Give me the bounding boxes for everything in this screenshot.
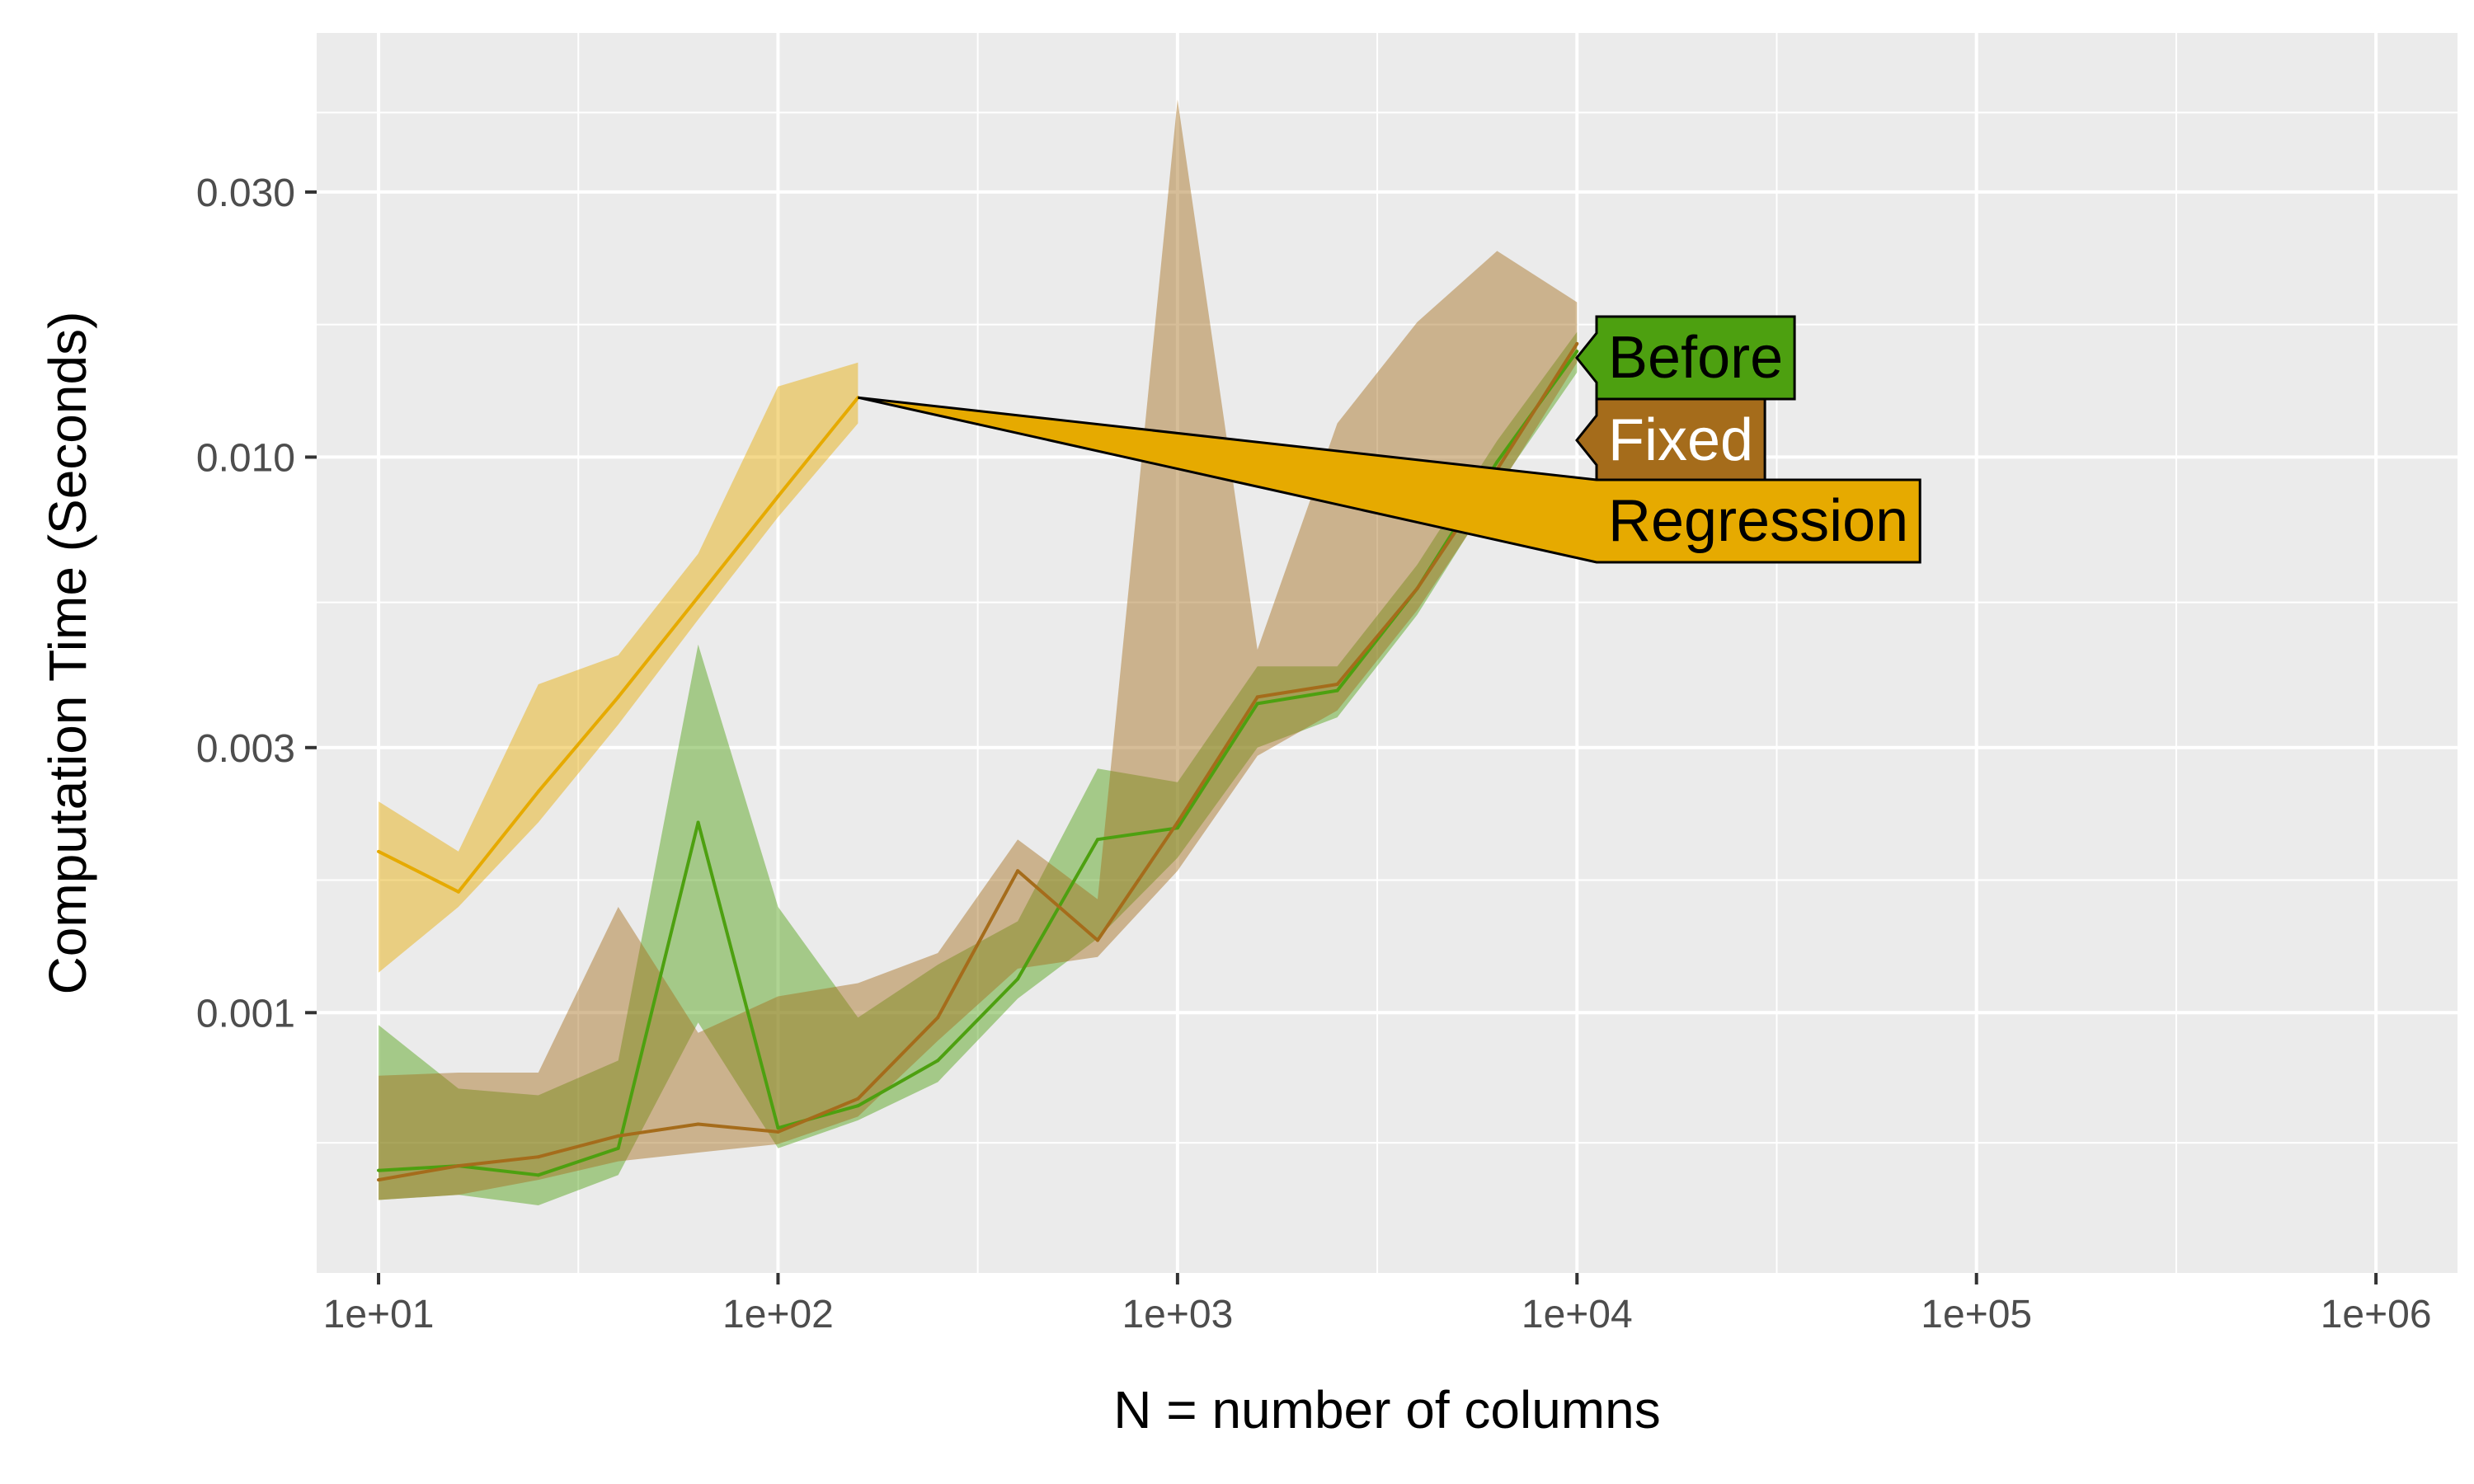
y-tick-label: 0.001 [196,992,295,1036]
point-regression [776,494,780,498]
point-fixed [1175,820,1179,824]
point-before [776,1126,780,1130]
line-fixed [378,342,1578,1182]
grid-minor [317,33,2458,1273]
x-tick-label: 1e+04 [1522,1293,1633,1336]
point-before [1255,702,1259,706]
point-before [377,1168,381,1172]
point-fixed [1335,682,1339,686]
point-regression [377,849,381,853]
point-before [1575,350,1579,354]
ribbon-fixed [379,99,1578,1200]
y-tick-label: 0.010 [196,436,295,480]
point-fixed [377,1178,381,1182]
point-fixed [936,1016,940,1020]
point-before [616,1146,620,1150]
series-labels: Before Fixed Regression [858,315,1921,564]
point-fixed [616,1134,620,1138]
point-fixed [1415,586,1419,590]
point-regression [456,890,460,894]
point-regression [536,790,540,794]
series-label-fixed [1575,397,1766,483]
point-fixed [536,1155,540,1159]
point-before [1096,838,1100,842]
series-label-fixed-text: Fixed [1608,407,1753,473]
line-before [378,350,1578,1177]
series-label-before-text: Before [1608,325,1783,391]
point-before [536,1173,540,1177]
point-fixed [1575,341,1579,345]
plot-panel [317,33,2458,1273]
point-before [1175,826,1179,830]
x-tick-label: 1e+06 [2321,1293,2432,1336]
y-tick-label: 0.030 [196,171,295,215]
ribbon-regression [379,362,858,973]
point-before [1495,460,1499,464]
point-regression [616,695,620,699]
point-fixed [456,1164,460,1168]
x-axis-title: N = number of columns [1113,1380,1660,1439]
series-layer [377,99,1579,1206]
series-label-regression-text: Regression [1608,488,1908,554]
ribbon-before [379,331,1578,1206]
point-fixed [696,1122,700,1126]
point-before [696,820,700,824]
point-before [1335,688,1339,693]
x-tick-label: 1e+05 [1921,1293,2032,1336]
point-regression [696,595,700,599]
point-before [1016,977,1020,981]
series-label-regression [858,396,1921,564]
point-fixed [1096,938,1100,942]
point-before [936,1059,940,1063]
y-axis-title: Computation Time (Seconds) [38,312,97,995]
x-tick-label: 1e+01 [323,1293,435,1336]
point-fixed [776,1129,780,1134]
point-fixed [856,1097,860,1101]
x-tick-label: 1e+03 [1122,1293,1233,1336]
x-tick-label: 1e+02 [722,1293,834,1336]
axes: 1e+01 1e+02 1e+03 1e+04 1e+05 1e+06 0.001 0.003… [196,171,2432,1336]
point-fixed [1255,695,1259,699]
point-before [856,1104,860,1108]
series-label-before [1575,315,1796,401]
point-fixed [1016,869,1020,873]
y-tick-label: 0.003 [196,727,295,771]
